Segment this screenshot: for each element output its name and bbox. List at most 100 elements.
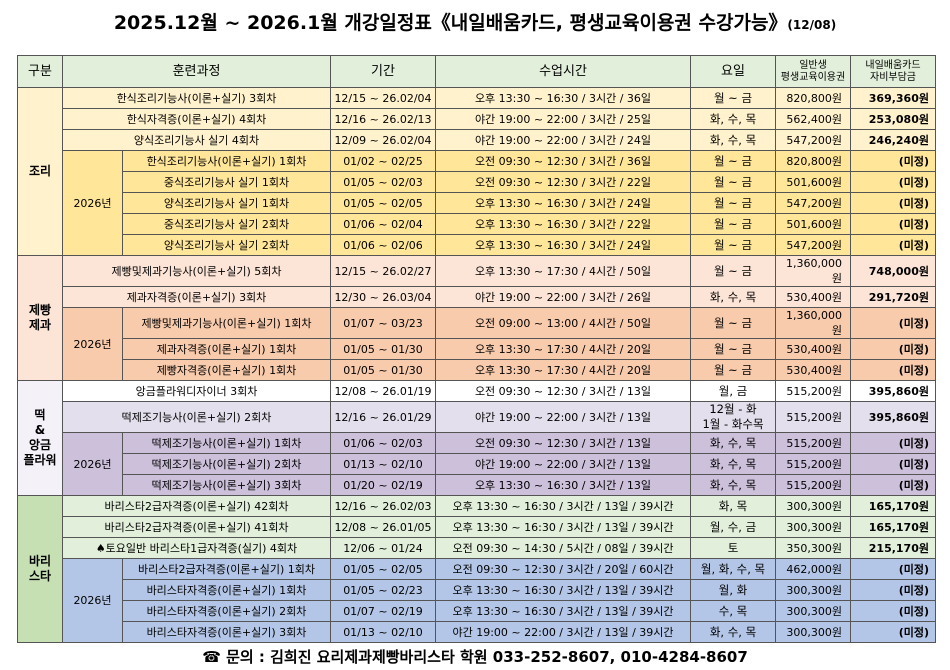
course-name: 중식조리기능사 실기 2회차: [122, 213, 331, 235]
category-label: 조리: [17, 87, 63, 256]
period-cell: 12/09 ~ 26.02/04: [330, 129, 436, 151]
fee-cell: 462,000원: [775, 558, 851, 580]
fee-cell: 547,200원: [775, 234, 851, 256]
time-cell: 오전 09:30 ~ 12:30 / 3시간 / 13일: [435, 432, 691, 454]
time-cell: 오전 09:30 ~ 12:30 / 3시간 / 22일: [435, 171, 691, 193]
period-cell: 01/13 ~ 02/10: [330, 453, 436, 475]
course-name: 바리스타자격증(이론+실기) 2회차: [122, 600, 331, 622]
days-cell: 월 ~ 금: [690, 192, 776, 214]
course-name: 바리스타2급자격증(이론+실기) 1회차: [122, 558, 331, 580]
period-cell: 01/05 ~ 01/30: [330, 338, 436, 360]
date: (12/08): [787, 18, 837, 32]
column-header: 내일배움카드 자비부담금: [850, 55, 936, 88]
category-label: 제빵 제과: [17, 255, 63, 381]
course-row: 2026년 한식조리기능사(이론+실기) 1회차 01/02 ~ 02/25 오전 0…: [18, 150, 936, 256]
period-cell: 12/16 ~ 26.02/03: [330, 495, 436, 517]
fee-cell: 515,200원: [775, 432, 851, 454]
card-cell: 395,860원: [850, 401, 936, 433]
time-cell: 오후 13:30 ~ 17:30 / 4시간 / 50일: [435, 255, 691, 287]
column-header: 수업시간: [435, 55, 691, 88]
course-row: 떡제조기능사(이론+실기) 2회차 12/16 ~ 26.01/29 야간 19:0…: [18, 401, 936, 433]
time-cell: 오후 13:30 ~ 16:30 / 3시간 / 13일 / 39시간: [435, 495, 691, 517]
table-body: 조리 한식조리기능사(이론+실기) 3회차 12/15 ~ 26.02/04 오후 1…: [17, 87, 936, 643]
period-cell: 01/07 ~ 02/19: [330, 600, 436, 622]
course-row: 한식자격증(이론+실기) 4회차 12/16 ~ 26.02/13 야간 19:00…: [18, 108, 936, 130]
fee-cell: 501,600원: [775, 171, 851, 193]
course-name: 한식자격증(이론+실기) 4회차: [62, 108, 331, 130]
days-cell: 월 ~ 금: [690, 307, 776, 339]
card-cell: (미정): [850, 621, 936, 643]
time-cell: 야간 19:00 ~ 22:00 / 3시간 / 13일: [435, 453, 691, 475]
time-cell: 야간 19:00 ~ 22:00 / 3시간 / 13일: [435, 401, 691, 433]
course-row: 중식조리기능사 실기 2회차 01/06 ~ 02/04 오후 13:30 ~ 16…: [18, 213, 936, 235]
card-cell: 165,170원: [850, 495, 936, 517]
days-cell: 월, 화, 수, 목: [690, 558, 776, 580]
course-name: 양식조리기능사 실기 2회차: [122, 234, 331, 256]
fee-cell: 820,800원: [775, 87, 851, 109]
column-header: 요일: [690, 55, 776, 88]
time-cell: 오전 09:30 ~ 12:30 / 3시간 / 20일 / 60시간: [435, 558, 691, 580]
course-row: 떡제조기능사(이론+실기) 3회차 01/20 ~ 02/19 오후 13:30 ~…: [18, 474, 936, 496]
card-cell: 215,170원: [850, 537, 936, 559]
period-cell: 12/15 ~ 26.02/27: [330, 255, 436, 287]
period-cell: 01/05 ~ 02/23: [330, 579, 436, 601]
time-cell: 오전 09:30 ~ 12:30 / 3시간 / 13일: [435, 380, 691, 402]
column-header: 일반생 평생교육이용권: [775, 55, 851, 88]
days-cell: 화, 수, 목: [690, 453, 776, 475]
course-row: 바리스타2급자격증(이론+실기) 41회차 12/08 ~ 26.01/05 오후 …: [18, 516, 936, 538]
days-cell: 월 ~ 금: [690, 213, 776, 235]
card-cell: (미정): [850, 234, 936, 256]
period-cell: 01/06 ~ 02/04: [330, 213, 436, 235]
fee-cell: 300,300원: [775, 600, 851, 622]
days-cell: 화, 수, 목: [690, 474, 776, 496]
time-cell: 오후 13:30 ~ 16:30 / 3시간 / 24일: [435, 192, 691, 214]
course-name: 양식조리기능사 실기 4회차: [62, 129, 331, 151]
course-row: 제과자격증(이론+실기) 1회차 01/05 ~ 01/30 오후 13:30 ~ …: [18, 338, 936, 360]
card-cell: 291,720원: [850, 286, 936, 308]
days-cell: 월 ~ 금: [690, 255, 776, 287]
course-name: 제빵및제과기능사(이론+실기) 1회차: [122, 307, 331, 339]
card-cell: (미정): [850, 579, 936, 601]
category-label: 떡 & 앙금 플라워: [17, 380, 63, 496]
fee-cell: 300,300원: [775, 579, 851, 601]
course-name: 제과자격증(이론+실기) 1회차: [122, 338, 331, 360]
course-name: 떡제조기능사(이론+실기) 3회차: [122, 474, 331, 496]
time-cell: 오후 13:30 ~ 16:30 / 3시간 / 24일: [435, 234, 691, 256]
time-cell: 오전 09:30 ~ 14:30 / 5시간 / 08일 / 39시간: [435, 537, 691, 559]
course-name: 바리스타2급자격증(이론+실기) 42회차: [62, 495, 331, 517]
time-cell: 야간 19:00 ~ 22:00 / 3시간 / 13일 / 39시간: [435, 621, 691, 643]
card-cell: (미정): [850, 359, 936, 381]
schedule-table: 구분 훈련과정 기간 수업시간 요일 일반생 평생교육이용권 내일배움카드 자비부담금 조리…: [17, 55, 936, 643]
card-cell: (미정): [850, 432, 936, 454]
course-row: 조리 한식조리기능사(이론+실기) 3회차 12/15 ~ 26.02/04 오후 1…: [17, 87, 936, 256]
period-cell: 01/05 ~ 02/05: [330, 558, 436, 580]
period-cell: 01/07 ~ 03/23: [330, 307, 436, 339]
card-cell: (미정): [850, 150, 936, 172]
fee-cell: 501,600원: [775, 213, 851, 235]
fee-cell: 300,300원: [775, 621, 851, 643]
time-cell: 오후 13:30 ~ 16:30 / 3시간 / 36일: [435, 87, 691, 109]
course-row: 양식조리기능사 실기 1회차 01/05 ~ 02/05 오후 13:30 ~ 16…: [18, 192, 936, 214]
days-cell: 화, 수, 목: [690, 108, 776, 130]
days-cell: 월, 수, 금: [690, 516, 776, 538]
card-cell: 395,860원: [850, 380, 936, 402]
fee-cell: 547,200원: [775, 192, 851, 214]
days-cell: 월 ~ 금: [690, 338, 776, 360]
time-cell: 오전 09:30 ~ 12:30 / 3시간 / 36일: [435, 150, 691, 172]
days-cell: 12월 - 화 1월 - 화수목: [690, 401, 776, 433]
header-row: 구분 훈련과정 기간 수업시간 요일 일반생 평생교육이용권 내일배움카드 자비부담금: [17, 55, 936, 88]
card-cell: (미정): [850, 338, 936, 360]
fee-cell: 820,800원: [775, 150, 851, 172]
time-cell: 야간 19:00 ~ 22:00 / 3시간 / 24일: [435, 129, 691, 151]
column-header: 기간: [330, 55, 436, 88]
fee-cell: 300,300원: [775, 516, 851, 538]
card-cell: (미정): [850, 600, 936, 622]
course-name: 바리스타자격증(이론+실기) 1회차: [122, 579, 331, 601]
period-cell: 12/06 ~ 01/24: [330, 537, 436, 559]
period-cell: 01/05 ~ 02/03: [330, 171, 436, 193]
fee-cell: 1,360,000원: [775, 307, 851, 339]
year-label: 2026년: [62, 558, 123, 643]
time-cell: 야간 19:00 ~ 22:00 / 3시간 / 25일: [435, 108, 691, 130]
period-cell: 01/06 ~ 02/06: [330, 234, 436, 256]
fee-cell: 530,400원: [775, 359, 851, 381]
